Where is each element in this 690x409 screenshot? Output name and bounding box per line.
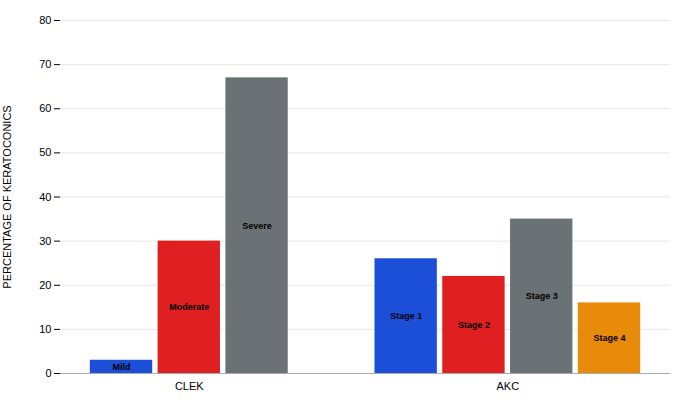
svg-text:20: 20: [39, 279, 51, 291]
svg-text:10: 10: [39, 323, 51, 335]
svg-text:PERCENTAGE OF KERATOCONICS: PERCENTAGE OF KERATOCONICS: [1, 105, 13, 288]
svg-text:Stage 2: Stage 2: [458, 320, 490, 330]
svg-text:0: 0: [45, 367, 51, 379]
svg-text:CLEK: CLEK: [175, 380, 204, 392]
svg-text:AKC: AKC: [497, 380, 520, 392]
svg-text:40: 40: [39, 191, 51, 203]
svg-text:Stage 4: Stage 4: [593, 333, 625, 343]
svg-text:Moderate: Moderate: [169, 302, 209, 312]
svg-text:60: 60: [39, 102, 51, 114]
svg-text:80: 80: [39, 14, 51, 26]
svg-text:50: 50: [39, 146, 51, 158]
svg-text:Stage 3: Stage 3: [526, 291, 558, 301]
svg-text:30: 30: [39, 235, 51, 247]
svg-text:Stage 1: Stage 1: [390, 311, 422, 321]
svg-text:70: 70: [39, 58, 51, 70]
svg-text:Mild: Mild: [113, 362, 131, 372]
svg-text:Severe: Severe: [242, 221, 272, 231]
